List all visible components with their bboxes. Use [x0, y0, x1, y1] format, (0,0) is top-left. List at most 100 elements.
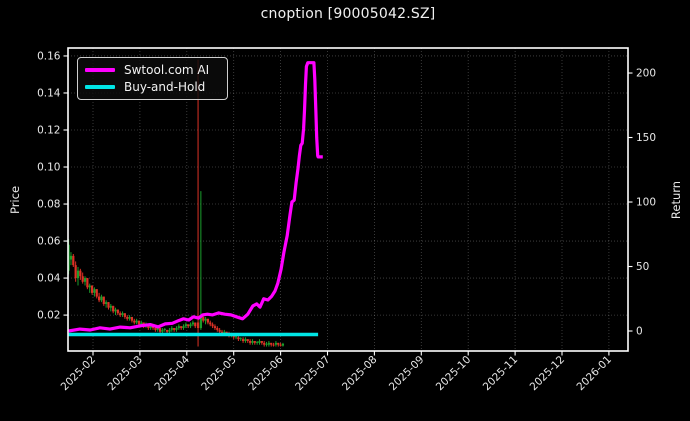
candle-body	[206, 318, 210, 323]
candle-body	[112, 305, 115, 312]
right-axis-label: Return	[669, 180, 683, 220]
candle-body	[107, 302, 110, 308]
candle-body	[81, 276, 84, 282]
candle-body	[133, 320, 136, 323]
x-tick-label: 2025-02	[59, 354, 99, 394]
candle-body	[241, 339, 245, 342]
candle-body	[202, 316, 205, 321]
candle-body	[149, 326, 152, 329]
plot-border	[67, 47, 629, 352]
candle-body	[114, 309, 117, 312]
candle-body	[109, 305, 112, 308]
candle-body	[121, 313, 124, 316]
candle-body	[182, 326, 185, 329]
candle-body	[100, 296, 103, 301]
candle-body	[72, 255, 75, 266]
candle-body	[90, 285, 94, 293]
candle-body	[184, 324, 187, 327]
candle-body	[86, 278, 89, 288]
legend-item-strategy: Swtool.com AI	[85, 63, 219, 77]
candle-body	[281, 343, 285, 346]
candle-body	[93, 289, 96, 293]
x-tick-label: 2025-12	[528, 354, 568, 394]
strategy-line-swatch	[85, 68, 115, 72]
candle-body	[116, 309, 119, 314]
y-left-tick-label: 0.14	[37, 87, 61, 99]
candle-body	[154, 328, 157, 330]
x-tick-label: 2025-10	[434, 354, 474, 394]
candle-body	[180, 326, 183, 329]
x-tick-label: 2025-05	[199, 354, 239, 394]
candle-body	[263, 342, 266, 345]
x-tick-label: 2025-07	[293, 354, 333, 394]
y-left-tick-label: 0.04	[37, 273, 61, 285]
candle-body	[218, 329, 221, 332]
candle-body	[220, 331, 224, 334]
candle-body	[158, 328, 162, 332]
candle-body	[105, 302, 108, 304]
x-tick-label: 2025-11	[481, 354, 521, 394]
candle-body	[244, 339, 247, 342]
candle-body	[272, 344, 275, 346]
candle-body	[239, 338, 242, 340]
candle-body	[88, 285, 91, 288]
y-right-tick-label: 100	[636, 197, 656, 209]
candle-body	[256, 341, 259, 343]
price-candles	[67, 59, 285, 347]
candle-body	[76, 270, 80, 279]
buyhold-line-swatch	[85, 85, 115, 89]
candle-body	[163, 328, 166, 330]
y-left-tick-label: 0.06	[37, 236, 61, 248]
y-axis-left: 0.02 0.04 0.06 0.08 0.10 0.12 0.14 0.16	[37, 50, 68, 322]
candle-body	[74, 265, 77, 279]
candle-body	[175, 328, 178, 330]
x-tick-label: 2026-01	[575, 354, 615, 394]
y-left-tick-label: 0.12	[37, 124, 60, 136]
candle-body	[196, 322, 200, 329]
y-right-tick-label: 150	[636, 132, 656, 144]
y-left-tick-label: 0.10	[37, 162, 60, 174]
x-tick-label: 2025-06	[246, 353, 286, 393]
y-left-tick-label: 0.16	[37, 50, 61, 62]
candle-body	[199, 316, 202, 329]
y-axis-right: 0 50 100 150 200	[628, 68, 656, 338]
candle-body	[253, 341, 256, 343]
candle-body	[267, 342, 270, 345]
candle-body	[69, 255, 73, 260]
candle-body	[128, 316, 131, 319]
candle-body	[277, 342, 280, 345]
candle-body	[79, 270, 82, 277]
candle-body	[140, 322, 143, 325]
candle-body	[135, 320, 138, 323]
strategy-line	[68, 61, 323, 333]
candle-body	[83, 278, 87, 282]
candle-body	[151, 326, 155, 329]
candle-body	[260, 341, 263, 343]
candle-body	[258, 341, 261, 343]
candle-body	[177, 326, 180, 329]
candle-body	[95, 289, 98, 297]
candle-body	[237, 337, 240, 340]
x-axis: 2025-02 2025-03 2025-04 2025-05 2025-06 2025-…	[59, 351, 614, 393]
candle-body	[126, 316, 129, 319]
left-axis-label: Price	[8, 185, 22, 215]
candle-body	[265, 343, 268, 345]
candle-body	[97, 296, 101, 301]
candle-body	[225, 331, 228, 334]
candle-body	[137, 320, 141, 325]
candle-body	[209, 322, 212, 325]
candle-body	[191, 322, 194, 325]
candle-body	[246, 339, 249, 342]
x-tick-label: 2025-04	[152, 353, 192, 393]
legend: Swtool.com AI Buy-and-Hold	[77, 57, 228, 100]
candle-body	[166, 329, 169, 332]
candle-body	[216, 328, 219, 330]
y-left-tick-label: 0.08	[37, 199, 60, 211]
candle-body	[123, 313, 126, 317]
candle-body	[173, 328, 176, 330]
y-right-tick-label: 0	[636, 326, 643, 338]
candle-body	[170, 328, 173, 330]
candle-body	[102, 296, 105, 304]
